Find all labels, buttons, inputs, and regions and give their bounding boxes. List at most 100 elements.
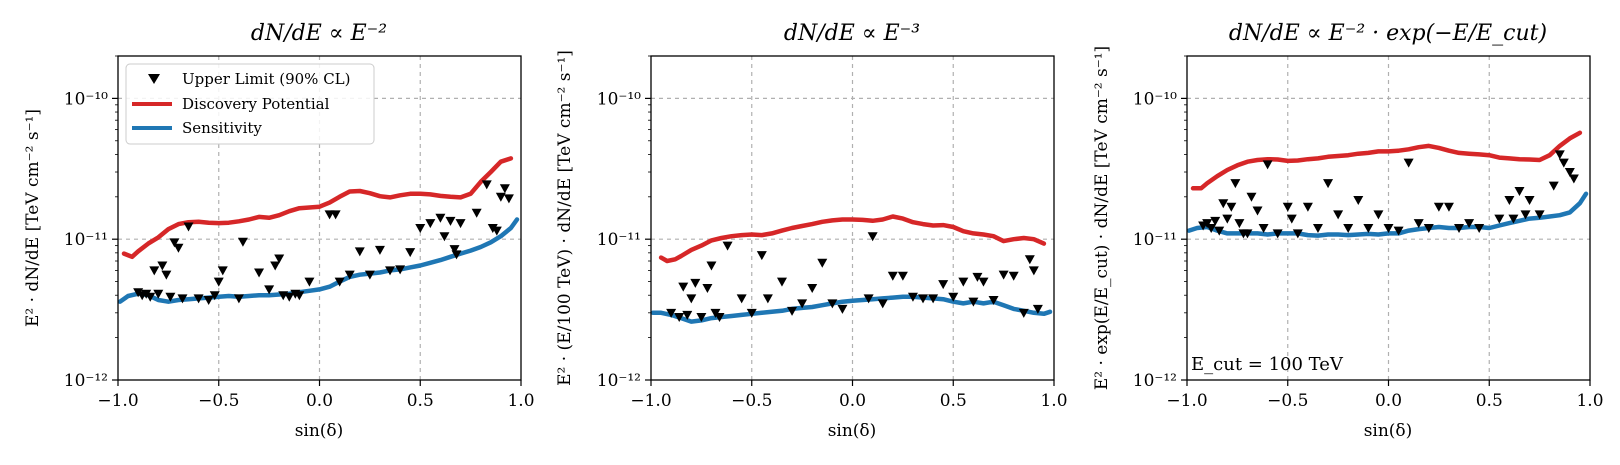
upper-limit-marker <box>1234 219 1245 229</box>
panel-1-xlabel: sin(δ) <box>295 421 344 441</box>
upper-limit-marker <box>1333 210 1344 220</box>
upper-limit-marker <box>1282 202 1293 212</box>
upper-limit-marker <box>193 294 204 304</box>
upper-limit-marker <box>1272 229 1283 239</box>
panel-2-xlabel: sin(δ) <box>828 421 877 441</box>
upper-limit-marker <box>714 313 725 323</box>
upper-limit-marker <box>756 251 767 261</box>
upper-limit-marker <box>674 313 685 323</box>
upper-limit-marker <box>264 285 275 295</box>
upper-limit-marker <box>1262 160 1273 170</box>
sensitivity-line <box>118 217 520 304</box>
upper-limit-marker <box>1474 224 1485 234</box>
upper-limit-marker <box>897 271 908 281</box>
upper-limit-marker <box>1302 202 1313 212</box>
upper-limit-marker <box>928 294 939 304</box>
x-tick-label: 0.5 <box>407 391 434 411</box>
upper-limit-marker <box>344 270 355 280</box>
y-tick-label: 10⁻¹¹ <box>64 230 108 250</box>
upper-limit-marker <box>1312 224 1323 234</box>
upper-limit-marker <box>1230 179 1241 189</box>
upper-limit-marker <box>776 277 787 287</box>
upper-limit-marker <box>1520 210 1531 220</box>
upper-limit-marker <box>165 292 176 302</box>
x-tick-label: 1.0 <box>507 391 534 411</box>
panel-1-ticks: −1.0 −0.5 0.0 0.5 1.0 10⁻¹² 10⁻¹¹ 10⁻¹⁰ <box>64 55 535 411</box>
upper-limit-marker <box>988 295 999 305</box>
upper-limit-marker <box>1214 226 1225 236</box>
upper-limit-marker <box>690 278 701 288</box>
upper-limit-marker <box>1202 219 1213 229</box>
upper-limit-marker <box>1218 199 1229 209</box>
upper-limit-marker <box>696 313 707 323</box>
upper-limit-marker <box>487 224 498 234</box>
upper-limit-marker <box>395 265 406 275</box>
upper-limit-marker <box>678 282 689 292</box>
upper-limit-marker <box>972 272 983 282</box>
upper-limit-marker <box>499 184 510 194</box>
upper-limit-marker <box>998 270 1009 280</box>
upper-limit-marker <box>270 261 281 271</box>
y-tick-label: 10⁻¹² <box>1133 371 1177 391</box>
upper-limit-marker <box>364 270 375 280</box>
upper-limit-marker <box>435 213 446 223</box>
upper-limit-marker <box>451 250 462 260</box>
upper-limit-marker <box>495 192 506 202</box>
upper-limit-marker <box>237 237 248 247</box>
upper-limit-marker <box>1413 219 1424 229</box>
upper-limit-marker <box>385 266 396 276</box>
x-tick-label: 1.0 <box>1576 391 1603 411</box>
y-tick-label: 10⁻¹⁰ <box>1133 89 1177 109</box>
upper-limit-marker <box>1508 214 1519 224</box>
upper-limit-marker <box>1226 202 1237 212</box>
upper-limit-marker <box>682 310 693 320</box>
upper-limit-marker <box>1032 304 1043 314</box>
x-tick-label: 1.0 <box>1040 391 1067 411</box>
upper-limit-marker <box>439 232 450 242</box>
legend-upper-limit-label: Upper Limit (90% CL) <box>182 70 351 88</box>
upper-limit-marker <box>203 295 214 305</box>
upper-limit-marker <box>1206 224 1217 234</box>
panel-3-ticks: −1.0 −0.5 0.0 0.5 1.0 10⁻¹² 10⁻¹¹ 10⁻¹⁰ <box>1133 55 1604 411</box>
upper-limit-marker <box>1494 214 1505 224</box>
upper-limit-marker <box>762 294 773 304</box>
upper-limit-marker <box>837 304 848 314</box>
upper-limit-marker <box>968 297 979 307</box>
y-tick-label: 10⁻¹¹ <box>597 230 641 250</box>
panel-3-title: dN/dE ∝ E⁻² · exp(−E/E_cut) <box>1229 21 1547 46</box>
upper-limit-marker <box>1454 224 1465 234</box>
upper-limit-marker <box>425 219 436 229</box>
upper-limit-marker <box>354 247 365 257</box>
upper-limit-marker <box>149 266 160 276</box>
x-tick-label: −0.5 <box>198 391 239 411</box>
x-tick-label: −0.5 <box>731 391 772 411</box>
upper-limit-marker <box>304 277 315 287</box>
upper-limit-marker <box>978 277 989 287</box>
upper-limit-marker <box>722 241 733 251</box>
upper-limit-marker <box>1292 229 1303 239</box>
upper-limit-marker <box>686 294 697 304</box>
upper-limit-marker <box>1018 308 1029 318</box>
y-tick-label: 10⁻¹¹ <box>1133 230 1177 250</box>
upper-limit-marker <box>330 210 341 220</box>
upper-limit-marker <box>334 277 345 287</box>
x-tick-label: 0.5 <box>940 391 967 411</box>
panel-3-annotation: E_cut = 100 TeV <box>1191 354 1344 375</box>
discovery-potential-line <box>658 214 1047 264</box>
upper-limit-marker <box>284 292 295 302</box>
panel-3-grid <box>1187 56 1590 380</box>
upper-limit-marker <box>503 194 514 204</box>
sensitivity-line <box>1187 191 1589 238</box>
legend-upper-limit-marker <box>148 74 160 84</box>
upper-limit-marker <box>702 284 713 294</box>
upper-limit-marker <box>1524 195 1535 205</box>
upper-limit-marker <box>471 208 482 218</box>
upper-limit-marker <box>1423 224 1434 234</box>
x-tick-label: −1.0 <box>97 391 138 411</box>
panel-2-ylabel: E² · (E/100 TeV) · dN/dE [TeV cm⁻² s⁻¹] <box>555 50 575 386</box>
y-tick-label: 10⁻¹² <box>64 371 108 391</box>
upper-limit-marker <box>254 268 265 278</box>
upper-limit-marker <box>1534 210 1545 220</box>
upper-limit-marker <box>797 299 808 309</box>
panel-1-ylabel: E² · dN/dE [TeV cm⁻² s⁻¹] <box>23 109 43 327</box>
